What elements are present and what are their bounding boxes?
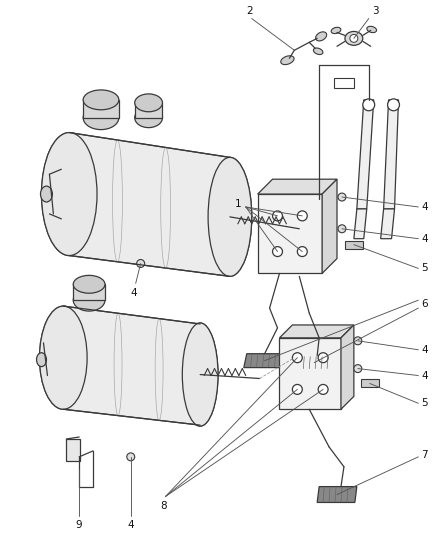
Polygon shape xyxy=(69,133,230,277)
Text: 9: 9 xyxy=(76,520,82,530)
Ellipse shape xyxy=(40,186,53,202)
Circle shape xyxy=(127,453,135,461)
Text: 7: 7 xyxy=(421,450,428,460)
Ellipse shape xyxy=(83,90,119,110)
Polygon shape xyxy=(317,487,357,503)
Circle shape xyxy=(293,353,302,362)
Text: 5: 5 xyxy=(421,398,428,408)
Circle shape xyxy=(318,384,328,394)
Ellipse shape xyxy=(281,56,294,64)
Ellipse shape xyxy=(331,27,341,34)
Circle shape xyxy=(350,35,358,42)
Polygon shape xyxy=(279,325,354,338)
Text: 4: 4 xyxy=(421,345,428,355)
Bar xyxy=(279,338,341,409)
Polygon shape xyxy=(322,179,337,273)
Ellipse shape xyxy=(182,323,218,426)
Bar xyxy=(135,103,162,118)
Ellipse shape xyxy=(367,26,377,33)
Bar xyxy=(83,100,119,118)
Ellipse shape xyxy=(39,306,87,409)
Bar xyxy=(258,194,322,273)
Bar xyxy=(66,439,80,461)
Ellipse shape xyxy=(83,106,119,130)
Circle shape xyxy=(272,211,283,221)
Circle shape xyxy=(388,99,399,111)
Circle shape xyxy=(354,365,362,373)
Circle shape xyxy=(354,337,362,345)
Text: 3: 3 xyxy=(372,5,378,15)
Text: 6: 6 xyxy=(421,299,428,309)
Circle shape xyxy=(137,260,145,268)
Polygon shape xyxy=(354,209,367,239)
Text: 2: 2 xyxy=(247,5,253,15)
Text: 4: 4 xyxy=(421,233,428,244)
Text: 1: 1 xyxy=(235,199,242,209)
Polygon shape xyxy=(297,356,334,369)
Polygon shape xyxy=(384,100,399,209)
Ellipse shape xyxy=(42,133,97,255)
Ellipse shape xyxy=(36,353,46,367)
Text: 4: 4 xyxy=(421,202,428,212)
Polygon shape xyxy=(258,179,337,194)
Ellipse shape xyxy=(208,157,252,277)
Text: 8: 8 xyxy=(160,502,167,512)
Ellipse shape xyxy=(73,276,105,293)
Ellipse shape xyxy=(135,94,162,112)
Circle shape xyxy=(293,384,302,394)
Text: 5: 5 xyxy=(421,263,428,273)
Circle shape xyxy=(338,193,346,201)
Polygon shape xyxy=(341,325,354,409)
Circle shape xyxy=(297,211,307,221)
Bar xyxy=(73,284,105,300)
Text: 4: 4 xyxy=(131,288,137,298)
Bar xyxy=(361,379,379,387)
Circle shape xyxy=(363,99,374,111)
Ellipse shape xyxy=(135,108,162,127)
Ellipse shape xyxy=(316,32,327,41)
Ellipse shape xyxy=(73,289,105,311)
Circle shape xyxy=(338,225,346,233)
Ellipse shape xyxy=(208,157,252,277)
Circle shape xyxy=(297,247,307,256)
Bar xyxy=(334,78,354,88)
Ellipse shape xyxy=(314,48,323,54)
Bar xyxy=(345,241,363,248)
Polygon shape xyxy=(244,354,284,368)
Polygon shape xyxy=(64,306,200,425)
Ellipse shape xyxy=(182,323,218,426)
Polygon shape xyxy=(381,209,395,239)
Ellipse shape xyxy=(345,31,363,45)
Circle shape xyxy=(318,353,328,362)
Ellipse shape xyxy=(39,306,87,409)
Circle shape xyxy=(272,247,283,256)
Polygon shape xyxy=(357,100,374,209)
Text: 4: 4 xyxy=(127,520,134,530)
Ellipse shape xyxy=(42,133,97,255)
Text: 4: 4 xyxy=(421,370,428,381)
